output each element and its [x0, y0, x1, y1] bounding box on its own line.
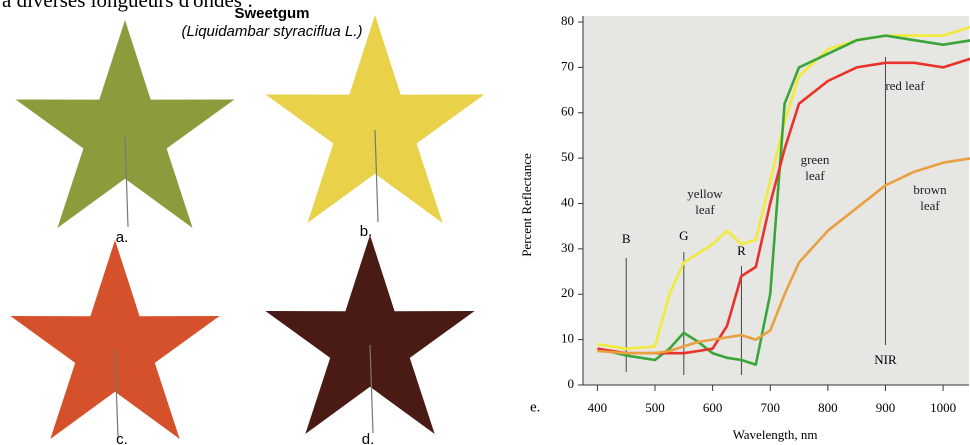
panel-label: c.	[116, 431, 128, 445]
band-label: B	[622, 231, 631, 246]
leaf	[265, 235, 474, 434]
x-tick-label: 600	[703, 400, 723, 415]
y-tick-label: 10	[561, 331, 574, 346]
y-tick-label: 50	[561, 149, 574, 164]
x-tick-label: 700	[760, 400, 780, 415]
x-tick-label: 800	[818, 400, 838, 415]
y-tick-label: 70	[561, 58, 574, 73]
leaf	[10, 240, 219, 439]
figure-subtitle: (Liquidambar styraciflua L.)	[182, 23, 363, 40]
series-label: green leaf	[790, 152, 840, 184]
series-label: red leaf	[870, 78, 940, 94]
band-label: G	[679, 228, 688, 243]
figure: Sweetgum (Liquidambar styraciflua L.) a.…	[0, 0, 970, 445]
figure-title: Sweetgum	[234, 5, 309, 22]
y-tick-label: 30	[561, 240, 574, 255]
panel-label: e.	[530, 399, 540, 415]
panel-label: d.	[362, 431, 375, 445]
y-axis-label: Percent Reflectance	[519, 153, 534, 257]
band-label: NIR	[874, 352, 897, 367]
y-tick-label: 60	[561, 104, 574, 119]
series-label: brown leaf	[905, 182, 955, 214]
x-tick-label: 900	[876, 400, 896, 415]
leaf	[266, 15, 485, 223]
y-tick-label: 80	[561, 13, 574, 28]
panel-label: b.	[360, 223, 373, 240]
x-tick-label: 500	[645, 400, 665, 415]
x-axis-label: Wavelength, nm	[733, 427, 818, 442]
x-tick-label: 400	[588, 400, 608, 415]
panel-label: a.	[116, 229, 129, 246]
y-tick-label: 20	[561, 285, 574, 300]
y-tick-label: 0	[568, 376, 575, 391]
x-tick-label: 1000	[930, 400, 956, 415]
y-tick-label: 40	[561, 194, 574, 209]
page: à diverses longueurs d'ondes : Sweetgum …	[0, 0, 970, 445]
leaf	[16, 20, 235, 228]
series-label: yellow leaf	[680, 186, 730, 218]
